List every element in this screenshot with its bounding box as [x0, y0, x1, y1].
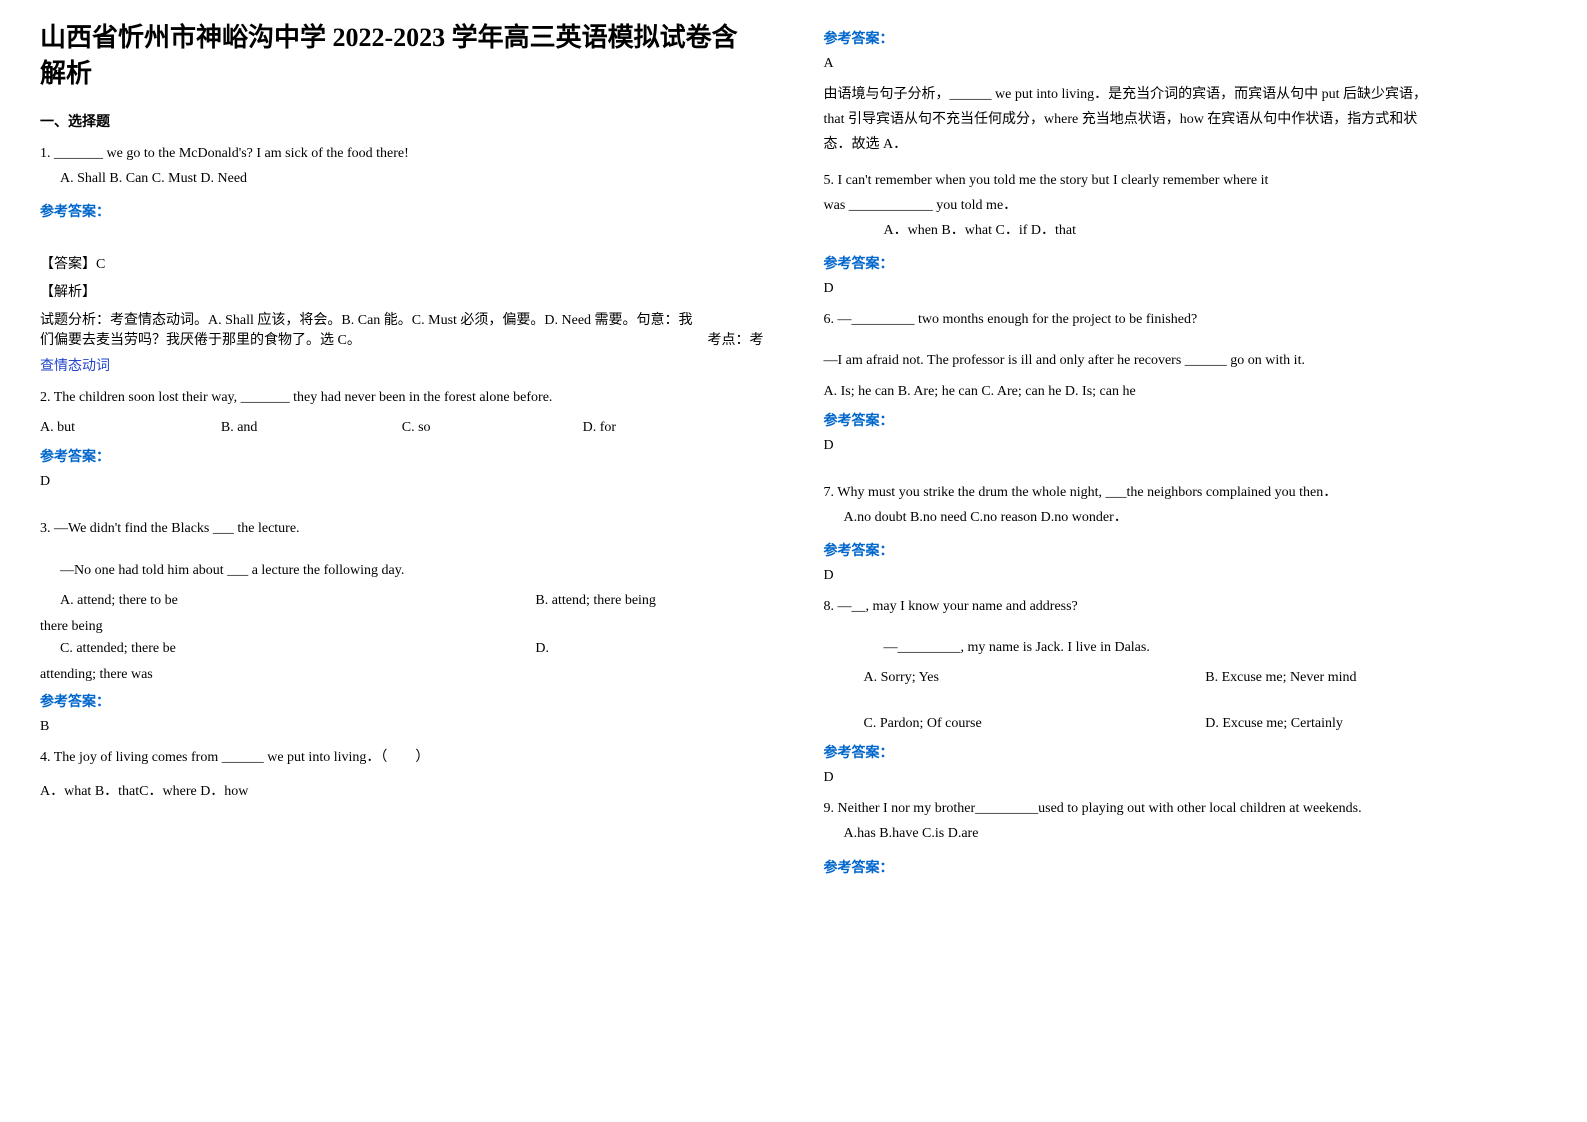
q2-answer-label: 参考答案： — [40, 446, 764, 466]
q3-opt-b-tail: there being — [40, 619, 764, 635]
q3-stem: 3. —We didn't find the Blacks ___ the le… — [40, 516, 764, 541]
q1-options: A. Shall B. Can C. Must D. Need — [40, 166, 764, 191]
q1-explain-label: 【解析】 — [40, 281, 764, 301]
q4-expl3: 态．故选 A． — [824, 132, 1548, 157]
q8-opt-d: D. Excuse me; Certainly — [1205, 716, 1525, 732]
section-1-heading: 一、选择题 — [40, 111, 764, 131]
q2-answer: D — [40, 474, 764, 490]
question-3: 3. —We didn't find the Blacks ___ the le… — [40, 516, 764, 582]
q6-stem: 6. —_________ two months enough for the … — [824, 307, 1548, 332]
q2-opt-c: C. so — [402, 420, 561, 436]
q4-stem: 4. The joy of living comes from ______ w… — [40, 745, 764, 770]
q8-answer: D — [824, 770, 1548, 786]
q1-answer-label: 参考答案： — [40, 201, 764, 221]
question-4: 4. The joy of living comes from ______ w… — [40, 745, 764, 770]
question-9: 9. Neither I nor my brother_________used… — [824, 796, 1548, 846]
q5-stem1: 5. I can't remember when you told me the… — [824, 168, 1548, 193]
q6-answer: D — [824, 438, 1548, 454]
q8-opt-c: C. Pardon; Of course — [864, 716, 1184, 732]
q8-opt-a: A. Sorry; Yes — [864, 670, 1184, 686]
q2-opt-b: B. and — [221, 420, 380, 436]
q3-opt-c: C. attended; there be — [40, 641, 513, 657]
doc-title-line2: 解析 — [40, 59, 92, 88]
q4-answer: A — [824, 56, 1548, 72]
q2-stem: 2. The children soon lost their way, ___… — [40, 385, 764, 410]
q4-answer-label: 参考答案： — [824, 28, 1548, 48]
question-8: 8. —__, may I know your name and address… — [824, 594, 1548, 660]
q3-opt-d-head: D. — [535, 641, 741, 657]
q4-expl1: 由语境与句子分析，______ we put into living．是充当介词… — [824, 82, 1548, 107]
q1-stem: 1. _______ we go to the McDonald's? I am… — [40, 141, 764, 166]
q4-expl2: that 引导宾语从句不充当任何成分，where 充当地点状语，how 在宾语从… — [824, 107, 1548, 132]
question-7: 7. Why must you strike the drum the whol… — [824, 480, 1548, 530]
doc-title-line1: 山西省忻州市神峪沟中学 2022-2023 学年高三英语模拟试卷含 — [40, 23, 738, 52]
q7-options: A.no doubt B.no need C.no reason D.no wo… — [824, 505, 1548, 530]
q1-boxed-answer: 【答案】C — [40, 253, 764, 273]
question-1: 1. _______ we go to the McDonald's? I am… — [40, 141, 764, 191]
q8-opt-b: B. Excuse me; Never mind — [1205, 670, 1525, 686]
q9-answer-label: 参考答案： — [824, 857, 1548, 877]
q5-stem2: was ____________ you told me． — [824, 193, 1548, 218]
question-2: 2. The children soon lost their way, ___… — [40, 385, 764, 410]
q2-opt-d: D. for — [583, 420, 742, 436]
q2-opt-a: A. but — [40, 420, 199, 436]
q9-options: A.has B.have C.is D.are — [824, 821, 1548, 846]
q8-answer-label: 参考答案： — [824, 742, 1548, 762]
q3-opt-b: B. attend; there being — [535, 593, 741, 609]
q7-answer: D — [824, 568, 1548, 584]
q6-options: A. Is; he can B. Are; he can C. Are; can… — [824, 384, 1548, 400]
q6-stem2: —I am afraid not. The professor is ill a… — [824, 348, 1548, 373]
q5-answer: D — [824, 281, 1548, 297]
q7-stem: 7. Why must you strike the drum the whol… — [824, 480, 1548, 505]
q9-stem: 9. Neither I nor my brother_________used… — [824, 796, 1548, 821]
q4-options: A．what B．thatC．where D．how — [40, 780, 764, 800]
q3-opt-d-tail: attending; there was — [40, 667, 764, 683]
question-5: 5. I can't remember when you told me the… — [824, 168, 1548, 244]
q8-stem2: —_________, my name is Jack. I live in D… — [824, 635, 1548, 660]
q7-answer-label: 参考答案： — [824, 540, 1548, 560]
q1-topic-note: 考点：考 — [708, 329, 764, 349]
q3-answer-label: 参考答案： — [40, 691, 764, 711]
q3-opt-a: A. attend; there to be — [40, 593, 513, 609]
q1-topic-tail: 查情态动词 — [40, 355, 764, 375]
q1-explain-line1: 试题分析：考查情态动词。A. Shall 应该，将会。B. Can 能。C. M… — [40, 309, 764, 329]
q1-explain-line2: 们偏要去麦当劳吗？我厌倦于那里的食物了。选 C。 — [40, 329, 361, 349]
q3-stem2: —No one had told him about ___ a lecture… — [40, 558, 764, 583]
q3-answer: B — [40, 719, 764, 735]
q5-options: A．when B．what C．if D．that — [824, 218, 1548, 243]
q8-stem: 8. —__, may I know your name and address… — [824, 594, 1548, 619]
q5-answer-label: 参考答案： — [824, 253, 1548, 273]
doc-title: 山西省忻州市神峪沟中学 2022-2023 学年高三英语模拟试卷含 解析 — [40, 20, 764, 93]
q4-explanation: 由语境与句子分析，______ we put into living．是充当介词… — [824, 82, 1548, 158]
question-6: 6. —_________ two months enough for the … — [824, 307, 1548, 373]
q6-answer-label: 参考答案： — [824, 410, 1548, 430]
